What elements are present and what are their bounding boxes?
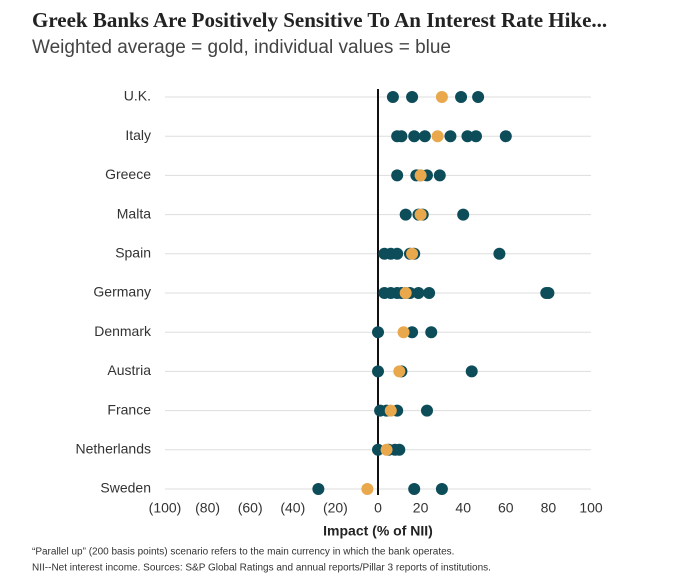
individual-dot [457, 208, 470, 221]
individual-dot [391, 247, 404, 260]
category-label: France [107, 401, 151, 417]
individual-dot [418, 130, 431, 143]
individual-dot [372, 365, 384, 378]
category-label: Netherlands [76, 441, 152, 457]
individual-dot [469, 130, 482, 143]
category-label: Greece [105, 166, 151, 182]
weighted-average-dot [399, 287, 412, 299]
footnote: NII--Net interest income. Sources: S&P G… [32, 563, 491, 574]
individual-dot [433, 169, 446, 182]
weighted-average-dot [384, 404, 397, 417]
footnote: “Parallel up” (200 basis points) scenari… [32, 547, 454, 558]
individual-dot [423, 287, 436, 299]
individual-dot [391, 169, 404, 182]
x-tick-label: 0 [374, 500, 382, 516]
weighted-average-dot [393, 365, 406, 378]
weighted-average-dot [361, 483, 374, 495]
individual-dot [386, 91, 399, 103]
individual-dot [455, 91, 468, 103]
individual-dot [372, 326, 384, 339]
individual-dot [393, 443, 406, 456]
x-tick-label: (20) [323, 500, 348, 516]
category-label: U.K. [124, 88, 151, 104]
individual-dot [408, 483, 421, 495]
weighted-average-dot [406, 247, 419, 260]
notes: “Parallel up” (200 basis points) scenari… [32, 547, 491, 574]
individual-dot [406, 91, 419, 103]
individual-dot [420, 404, 433, 417]
weighted-average-dot [380, 443, 393, 456]
weighted-average-dot [414, 169, 427, 182]
individual-dot [406, 326, 419, 339]
individual-dot [435, 483, 448, 495]
individual-dot [395, 130, 408, 143]
x-tick-label: 20 [413, 500, 429, 516]
category-label: Germany [93, 284, 151, 300]
individual-dot [472, 91, 485, 103]
x-axis-label: Impact (% of NII) [323, 523, 433, 539]
individual-dot [493, 247, 506, 260]
x-tick-label: 60 [498, 500, 514, 516]
chart-subtitle: Weighted average = gold, individual valu… [32, 37, 451, 58]
individual-dot [408, 130, 421, 143]
individual-dot [399, 208, 412, 221]
category-label: Austria [107, 362, 151, 378]
weighted-average-dot [397, 326, 410, 339]
individual-dot [372, 443, 384, 456]
category-label: Spain [115, 245, 151, 261]
individual-dot [425, 326, 438, 339]
individual-dot [412, 287, 425, 299]
individual-dot [465, 365, 478, 378]
individual-dot [461, 130, 474, 143]
x-tick-label: 100 [579, 500, 603, 516]
weighted-average-dot [414, 208, 427, 221]
individual-dot [312, 483, 325, 495]
category-label: Italy [125, 127, 151, 143]
weighted-average-dot [431, 130, 444, 143]
weighted-average-dot [435, 91, 448, 103]
individual-dot [444, 130, 457, 143]
category-label: Malta [117, 205, 151, 221]
category-label: Sweden [100, 480, 151, 496]
x-tick-label: (80) [195, 500, 220, 516]
individual-dot [542, 287, 555, 299]
chart-title: Greek Banks Are Positively Sensitive To … [32, 8, 607, 32]
x-tick-label: (60) [238, 500, 263, 516]
x-tick-label: 40 [455, 500, 471, 516]
category-label: Denmark [94, 323, 152, 339]
x-tick-label: 80 [541, 500, 557, 516]
individual-dot [499, 130, 512, 143]
x-tick-label: (100) [149, 500, 182, 516]
x-tick-label: (40) [280, 500, 305, 516]
